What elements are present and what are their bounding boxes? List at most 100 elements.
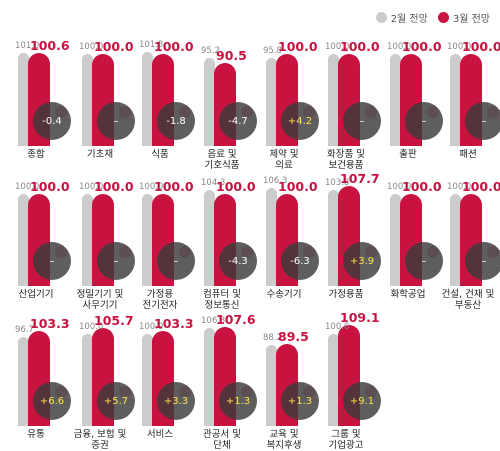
category-label: 컴퓨터 및 정보통신	[203, 289, 241, 311]
feb-bar	[204, 58, 215, 146]
category-cell: 100.0 100.0 – 기초재	[79, 6, 142, 160]
category-cell: 100.0 105.7 +5.7 금융, 보험 및 증권	[74, 286, 142, 451]
feb-value-label: 106.3	[263, 175, 288, 186]
category-cell: 101.8 100.0 -1.8 식품	[139, 6, 202, 160]
feb-value-label: 100.0	[447, 41, 472, 52]
change-value-badge: -0.4	[33, 102, 71, 140]
feb-bar	[18, 193, 29, 286]
change-value-badge: -6.3	[281, 242, 319, 280]
mar-value-label: 100.0	[154, 38, 194, 54]
mar-value-label: 100.0	[402, 38, 442, 54]
mar-value-label: 107.6	[216, 311, 256, 327]
category-cell: 106.3 107.6 +1.3 관공서 및 단체	[201, 286, 264, 451]
legend: 2월 전망 3월 전망	[366, 8, 490, 26]
category-cell: 100.0 100.0 – 가정용 전기전자	[139, 146, 202, 311]
category-cell: 96.7 103.3 +6.6 유통	[15, 286, 78, 440]
mar-value-label: 100.0	[154, 178, 194, 194]
feb-bar	[142, 52, 153, 146]
category-cell: 88.2 89.5 +1.3 교육 및 복지후생	[263, 286, 326, 451]
change-value-badge: –	[343, 102, 381, 140]
category-label: 종합	[27, 149, 45, 160]
change-value-badge: -1.8	[157, 102, 195, 140]
category-label: 기초재	[86, 149, 114, 160]
feb-bar	[204, 189, 215, 286]
change-value-badge: +3.9	[343, 242, 381, 280]
chart-grid: 101.0 100.6 -0.4 종합 100.0 100.0– 기초재 101.8 100.0…	[15, 6, 500, 451]
category-label: 산업기기	[18, 289, 54, 300]
category-cell: 100.0 100.0 – 산업기기	[15, 146, 78, 300]
change-value-badge: -4.3	[219, 242, 257, 280]
feb-bar	[266, 57, 277, 146]
feb-bar	[266, 345, 277, 426]
mar-value-label: 100.0	[462, 38, 500, 54]
mar-value-label: 100.0	[278, 38, 318, 54]
category-cell: 95.8 100.0 +4.2 제약 및 의료	[263, 6, 326, 171]
legend-item-mar: 3월 전망	[437, 10, 490, 25]
feb-value-label: 95.2	[201, 46, 220, 57]
change-value-badge: –	[465, 242, 500, 280]
feb-value-label: 101.0	[15, 40, 40, 51]
category-cell: 100.0 100.0 – 화장품 및 보건용품	[325, 6, 388, 171]
change-value-badge: –	[97, 242, 135, 280]
category-cell: 100.0 100.0 – 화학공업	[387, 146, 450, 300]
feb-value-label: 100.0	[79, 41, 104, 52]
category-label: 정밀기기 및 사무기기	[76, 289, 124, 311]
category-cell: 100.0 109.1 +9.1 그룹 및 기업광고	[325, 286, 388, 451]
mar-value-label: 100.0	[94, 178, 134, 194]
mar-value-label: 103.3	[154, 315, 194, 331]
change-value-badge: +6.6	[33, 382, 71, 420]
feb-bar	[18, 52, 29, 146]
change-value-badge: +1.3	[281, 382, 319, 420]
mar-value-label: 100.0	[462, 178, 500, 194]
change-value-badge: +1.3	[219, 382, 257, 420]
category-label: 출판	[399, 149, 417, 160]
feb-value-label: 100.0	[139, 321, 164, 332]
change-value-badge: +5.7	[97, 382, 135, 420]
category-cell: 100.0 100.0 – 출판	[387, 6, 450, 160]
legend-swatch-feb	[375, 11, 387, 23]
change-value-badge: –	[97, 102, 135, 140]
change-value-badge: -4.7	[219, 102, 257, 140]
category-label: 음료 및 기호식품	[204, 149, 240, 171]
feb-value-label: 100.0	[447, 181, 472, 192]
feb-value-label: 100.0	[79, 181, 104, 192]
feb-value-label: 100.0	[15, 181, 40, 192]
category-label: 수송기기	[266, 289, 302, 300]
feb-value-label: 88.2	[263, 333, 282, 344]
category-cell: 100.0 103.3 +3.3 서비스	[139, 286, 202, 440]
mar-value-label: 89.5	[278, 328, 309, 344]
feb-bar	[390, 53, 401, 146]
mar-value-label: 100.0	[30, 178, 70, 194]
category-cell: 100.0 100.0 – 패션	[447, 6, 500, 160]
feb-bar	[450, 53, 461, 146]
category-cell: 100.0 100.0 – 정밀기기 및 사무기기	[77, 146, 142, 311]
feb-value-label: 101.8	[139, 40, 164, 51]
feb-value-label: 100.0	[387, 41, 412, 52]
mar-value-label: 103.3	[30, 315, 70, 331]
feb-value-label: 104.3	[201, 177, 226, 188]
category-label: 화장품 및 보건용품	[327, 149, 365, 171]
category-label: 가정용 전기전자	[142, 289, 178, 311]
mar-value-label: 105.7	[94, 313, 134, 329]
mar-value-label: 107.7	[340, 171, 380, 187]
legend-item-feb: 2월 전망	[375, 10, 428, 25]
change-value-badge: –	[405, 242, 443, 280]
legend-label-feb: 2월 전망	[390, 13, 428, 25]
feb-value-label: 103.8	[325, 178, 350, 189]
feb-bar	[18, 337, 29, 426]
feb-bar	[204, 327, 215, 426]
category-label: 서비스	[146, 429, 174, 440]
feb-value-label: 100.0	[139, 181, 164, 192]
category-label: 제약 및 의료	[269, 149, 299, 171]
feb-bar	[142, 333, 153, 426]
feb-bar	[328, 53, 339, 146]
mar-value-label: 100.0	[278, 178, 318, 194]
feb-bar	[390, 193, 401, 286]
category-label: 가정용품	[328, 289, 364, 300]
category-label: 유통	[27, 429, 45, 440]
category-label: 건설, 건재 및 부동산	[441, 289, 495, 311]
mar-value-label: 109.1	[340, 310, 380, 326]
feb-value-label: 100.0	[387, 181, 412, 192]
category-cell: 95.2 90.5 -4.7 음료 및 기호식품	[201, 6, 264, 171]
feb-value-label: 106.3	[201, 315, 226, 326]
